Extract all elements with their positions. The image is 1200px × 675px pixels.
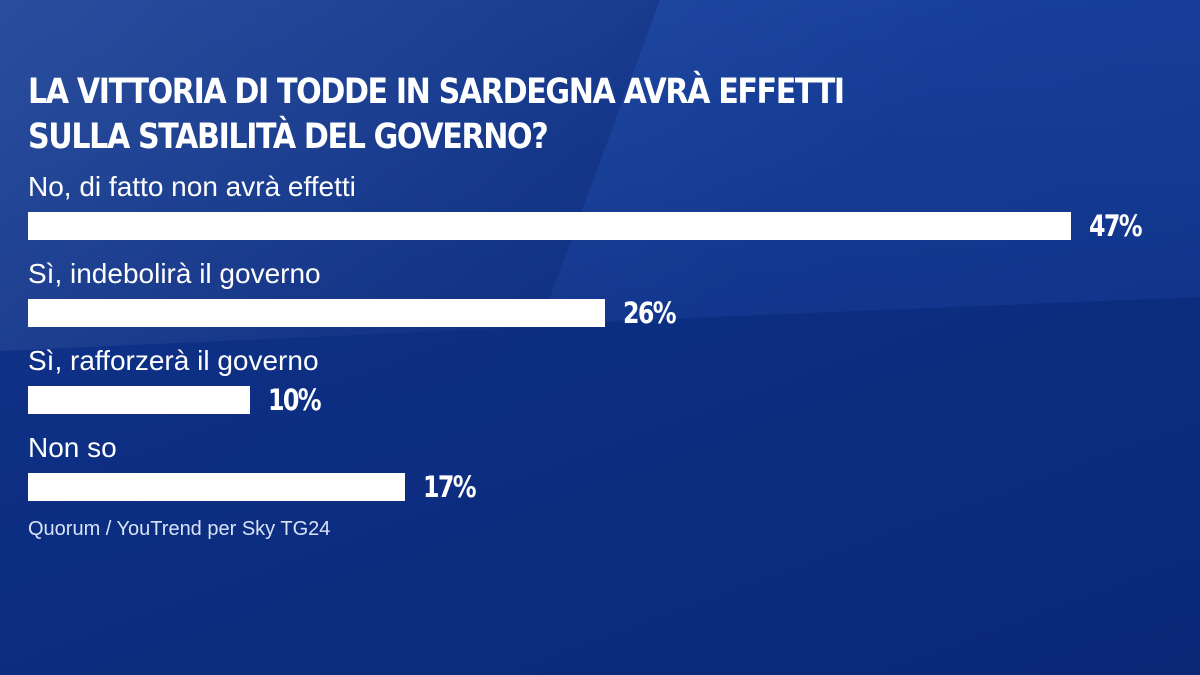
chart-title: LA VITTORIA DI TODDE IN SARDEGNA AVRÀ EF… <box>28 70 888 160</box>
bar-label: No, di fatto non avrà effetti <box>28 171 356 202</box>
chart-title-line-2: SULLA STABILITÀ DEL GOVERNO? <box>28 117 549 157</box>
bar-value-label: 10% <box>268 383 322 417</box>
bar <box>28 212 1071 240</box>
chart-title-line-1: LA VITTORIA DI TODDE IN SARDEGNA AVRÀ EF… <box>28 72 845 112</box>
bar-value-label: 26% <box>623 296 677 330</box>
bar-label: Sì, rafforzerà il governo <box>28 345 319 376</box>
bar-value-label: 47% <box>1089 209 1143 243</box>
bar <box>28 386 250 414</box>
bar-label: Sì, indebolirà il governo <box>28 258 321 289</box>
bar-label: Non so <box>28 432 117 463</box>
bar <box>28 299 605 327</box>
chart-source: Quorum / YouTrend per Sky TG24 <box>28 518 331 540</box>
bar <box>28 473 405 501</box>
bar-value-label: 17% <box>423 470 477 504</box>
